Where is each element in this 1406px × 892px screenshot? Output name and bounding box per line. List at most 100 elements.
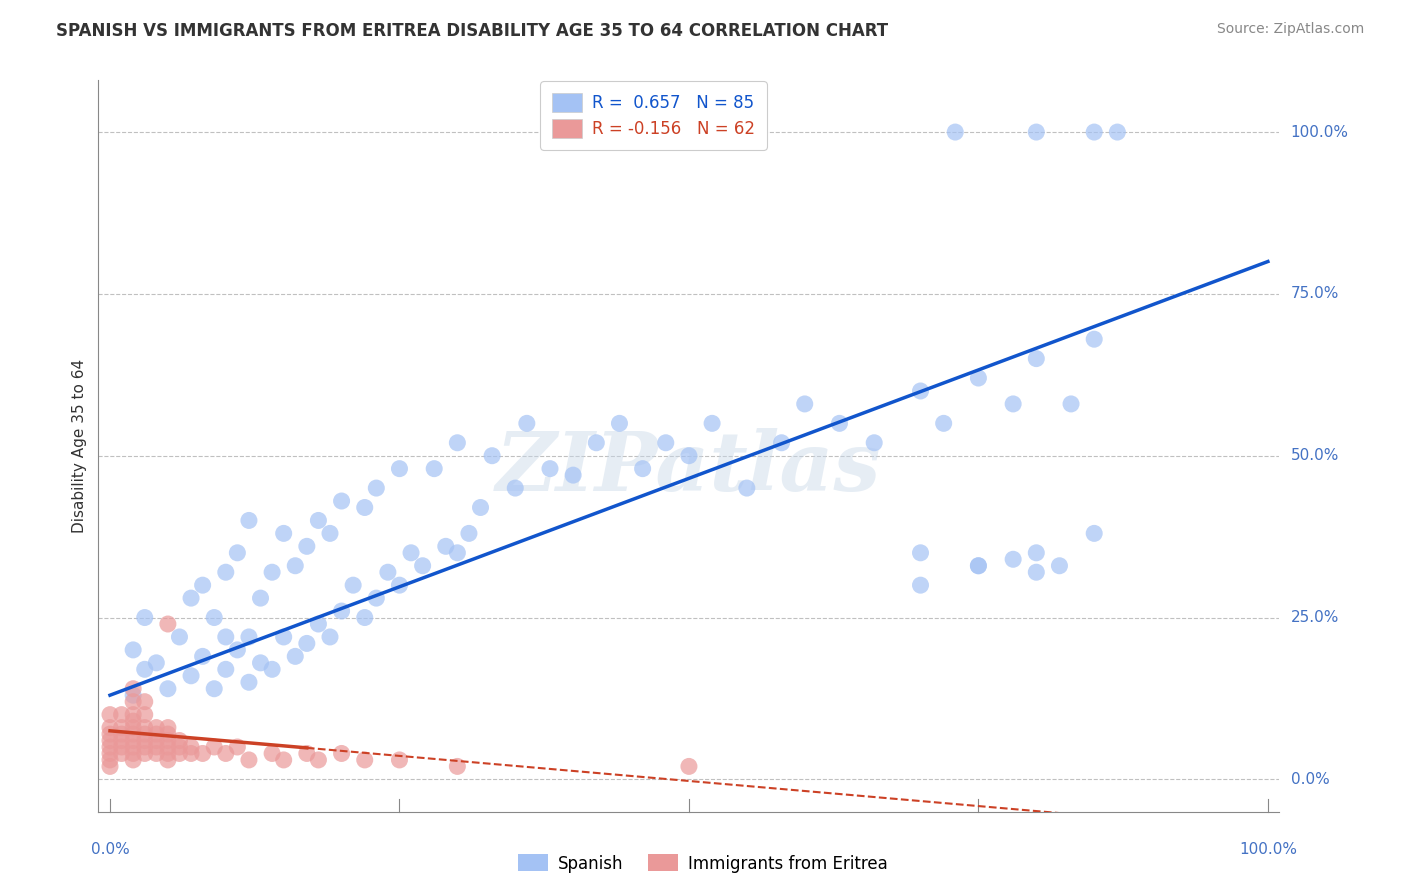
Spanish	[770, 435, 793, 450]
Immigrants from Eritrea	[122, 753, 145, 767]
Immigrants from Eritrea	[169, 747, 191, 761]
Immigrants from Eritrea	[678, 759, 700, 773]
Spanish	[122, 643, 145, 657]
Immigrants from Eritrea	[122, 681, 145, 696]
Spanish	[446, 546, 468, 560]
Immigrants from Eritrea	[110, 747, 132, 761]
Spanish	[1107, 125, 1129, 139]
Immigrants from Eritrea	[353, 753, 375, 767]
Immigrants from Eritrea	[226, 739, 249, 754]
Text: Source: ZipAtlas.com: Source: ZipAtlas.com	[1216, 22, 1364, 37]
Spanish	[273, 630, 295, 644]
Text: ZIPatlas: ZIPatlas	[496, 428, 882, 508]
Immigrants from Eritrea	[156, 747, 179, 761]
Spanish	[366, 591, 388, 606]
Immigrants from Eritrea	[134, 733, 156, 747]
Immigrants from Eritrea	[202, 739, 225, 754]
Spanish	[399, 546, 422, 560]
Spanish	[215, 630, 238, 644]
Spanish	[943, 125, 966, 139]
Spanish	[353, 610, 375, 624]
Spanish	[678, 449, 700, 463]
Spanish	[967, 558, 990, 573]
Spanish	[793, 397, 815, 411]
Immigrants from Eritrea	[98, 733, 121, 747]
Spanish	[191, 649, 214, 664]
Immigrants from Eritrea	[98, 739, 121, 754]
Immigrants from Eritrea	[238, 753, 260, 767]
Spanish	[910, 384, 932, 398]
Immigrants from Eritrea	[156, 733, 179, 747]
Spanish	[330, 494, 353, 508]
Spanish	[330, 604, 353, 618]
Spanish	[134, 610, 156, 624]
Spanish	[481, 449, 503, 463]
Immigrants from Eritrea	[307, 753, 329, 767]
Immigrants from Eritrea	[145, 733, 167, 747]
Immigrants from Eritrea	[98, 759, 121, 773]
Text: 0.0%: 0.0%	[90, 842, 129, 857]
Spanish	[412, 558, 434, 573]
Immigrants from Eritrea	[446, 759, 468, 773]
Spanish	[249, 656, 271, 670]
Immigrants from Eritrea	[98, 727, 121, 741]
Spanish	[202, 681, 225, 696]
Spanish	[562, 468, 585, 483]
Spanish	[238, 513, 260, 527]
Spanish	[967, 371, 990, 385]
Immigrants from Eritrea	[145, 727, 167, 741]
Text: 100.0%: 100.0%	[1239, 842, 1296, 857]
Spanish	[215, 662, 238, 676]
Text: 100.0%: 100.0%	[1291, 125, 1348, 139]
Spanish	[503, 481, 526, 495]
Immigrants from Eritrea	[180, 739, 202, 754]
Spanish	[295, 539, 318, 553]
Immigrants from Eritrea	[134, 739, 156, 754]
Spanish	[262, 662, 284, 676]
Spanish	[342, 578, 364, 592]
Spanish	[1002, 397, 1025, 411]
Spanish	[191, 578, 214, 592]
Immigrants from Eritrea	[134, 747, 156, 761]
Immigrants from Eritrea	[122, 714, 145, 728]
Spanish	[284, 558, 307, 573]
Spanish	[388, 461, 411, 475]
Y-axis label: Disability Age 35 to 64: Disability Age 35 to 64	[72, 359, 87, 533]
Spanish	[1025, 351, 1047, 366]
Immigrants from Eritrea	[156, 727, 179, 741]
Spanish	[1049, 558, 1071, 573]
Spanish	[1025, 546, 1047, 560]
Spanish	[470, 500, 492, 515]
Spanish	[353, 500, 375, 515]
Spanish	[1060, 397, 1083, 411]
Immigrants from Eritrea	[122, 733, 145, 747]
Immigrants from Eritrea	[330, 747, 353, 761]
Spanish	[910, 578, 932, 592]
Spanish	[284, 649, 307, 664]
Spanish	[1083, 332, 1105, 346]
Spanish	[262, 566, 284, 580]
Immigrants from Eritrea	[110, 739, 132, 754]
Legend: R =  0.657   N = 85, R = -0.156   N = 62: R = 0.657 N = 85, R = -0.156 N = 62	[540, 81, 766, 150]
Immigrants from Eritrea	[122, 727, 145, 741]
Text: 25.0%: 25.0%	[1291, 610, 1339, 625]
Immigrants from Eritrea	[98, 707, 121, 722]
Immigrants from Eritrea	[98, 721, 121, 735]
Immigrants from Eritrea	[388, 753, 411, 767]
Spanish	[226, 643, 249, 657]
Spanish	[655, 435, 678, 450]
Spanish	[1025, 125, 1047, 139]
Immigrants from Eritrea	[273, 753, 295, 767]
Spanish	[238, 630, 260, 644]
Immigrants from Eritrea	[98, 747, 121, 761]
Immigrants from Eritrea	[110, 721, 132, 735]
Immigrants from Eritrea	[156, 739, 179, 754]
Spanish	[319, 630, 342, 644]
Spanish	[1083, 526, 1105, 541]
Spanish	[735, 481, 758, 495]
Spanish	[423, 461, 446, 475]
Immigrants from Eritrea	[156, 721, 179, 735]
Spanish	[609, 417, 631, 431]
Immigrants from Eritrea	[134, 721, 156, 735]
Spanish	[967, 558, 990, 573]
